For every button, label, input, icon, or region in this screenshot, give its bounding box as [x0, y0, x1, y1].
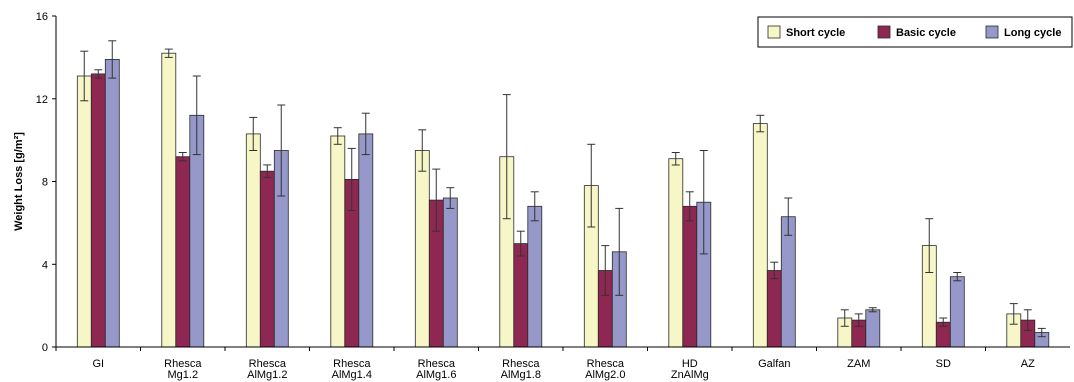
category-label: Rhesca [249, 358, 287, 370]
bar [752, 123, 768, 348]
category-label: SD [936, 358, 951, 370]
bar [766, 270, 782, 348]
category-label: Rhesca [333, 358, 371, 370]
bar [865, 309, 881, 348]
category-label: HD [682, 358, 698, 370]
y-tick-label: 16 [36, 11, 48, 23]
bar [414, 150, 430, 348]
bar [527, 205, 543, 348]
category-label: Galfan [758, 358, 790, 370]
bar [330, 135, 346, 348]
y-tick-label: 0 [42, 342, 48, 354]
category-label: ZAM [847, 358, 870, 370]
legend-swatch [877, 25, 891, 39]
bar [668, 158, 684, 348]
y-tick-label: 12 [36, 94, 48, 106]
category-label: AlMg1.6 [416, 369, 456, 381]
category-label: Mg1.2 [168, 369, 199, 381]
category-label: GI [92, 358, 104, 370]
bar [245, 133, 261, 348]
y-tick-label: 4 [42, 259, 48, 271]
category-label: AlMg1.4 [332, 369, 372, 381]
bar [104, 59, 120, 348]
category-label: Rhesca [502, 358, 540, 370]
axes: GI RhescaMg1.2RhescaAlMg1.2RhescaAlMg1.4R… [13, 11, 1070, 381]
bar [76, 75, 92, 348]
y-axis-title: Weight Loss [g/m²] [13, 132, 25, 231]
category-label: ZnAlMg [671, 369, 709, 381]
y-tick-label: 8 [42, 177, 48, 189]
legend-swatch [985, 25, 999, 39]
category-label: AlMg1.8 [501, 369, 541, 381]
category-label: AlMg2.0 [585, 369, 625, 381]
bar [259, 170, 275, 348]
category-label: AZ [1021, 358, 1035, 370]
category-label: Rhesca [587, 358, 625, 370]
bar [949, 276, 965, 348]
legend-swatch [767, 25, 781, 39]
bar [90, 73, 106, 348]
bar [682, 205, 698, 348]
category-label: Rhesca [164, 358, 202, 370]
legend: Short cycle Basic cycle Long cycle [757, 16, 1073, 48]
legend-label: Short cycle [786, 27, 845, 39]
bar [175, 156, 191, 348]
legend-box [757, 16, 1073, 48]
category-label: Rhesca [418, 358, 456, 370]
bar [161, 52, 177, 348]
plot-area [76, 40, 1050, 348]
legend-label: Long cycle [1004, 27, 1061, 39]
legend-label: Basic cycle [896, 27, 956, 39]
category-label: AlMg1.2 [247, 369, 287, 381]
bar [780, 216, 796, 348]
bar [442, 197, 458, 348]
bar [358, 133, 374, 348]
bar [513, 243, 529, 348]
